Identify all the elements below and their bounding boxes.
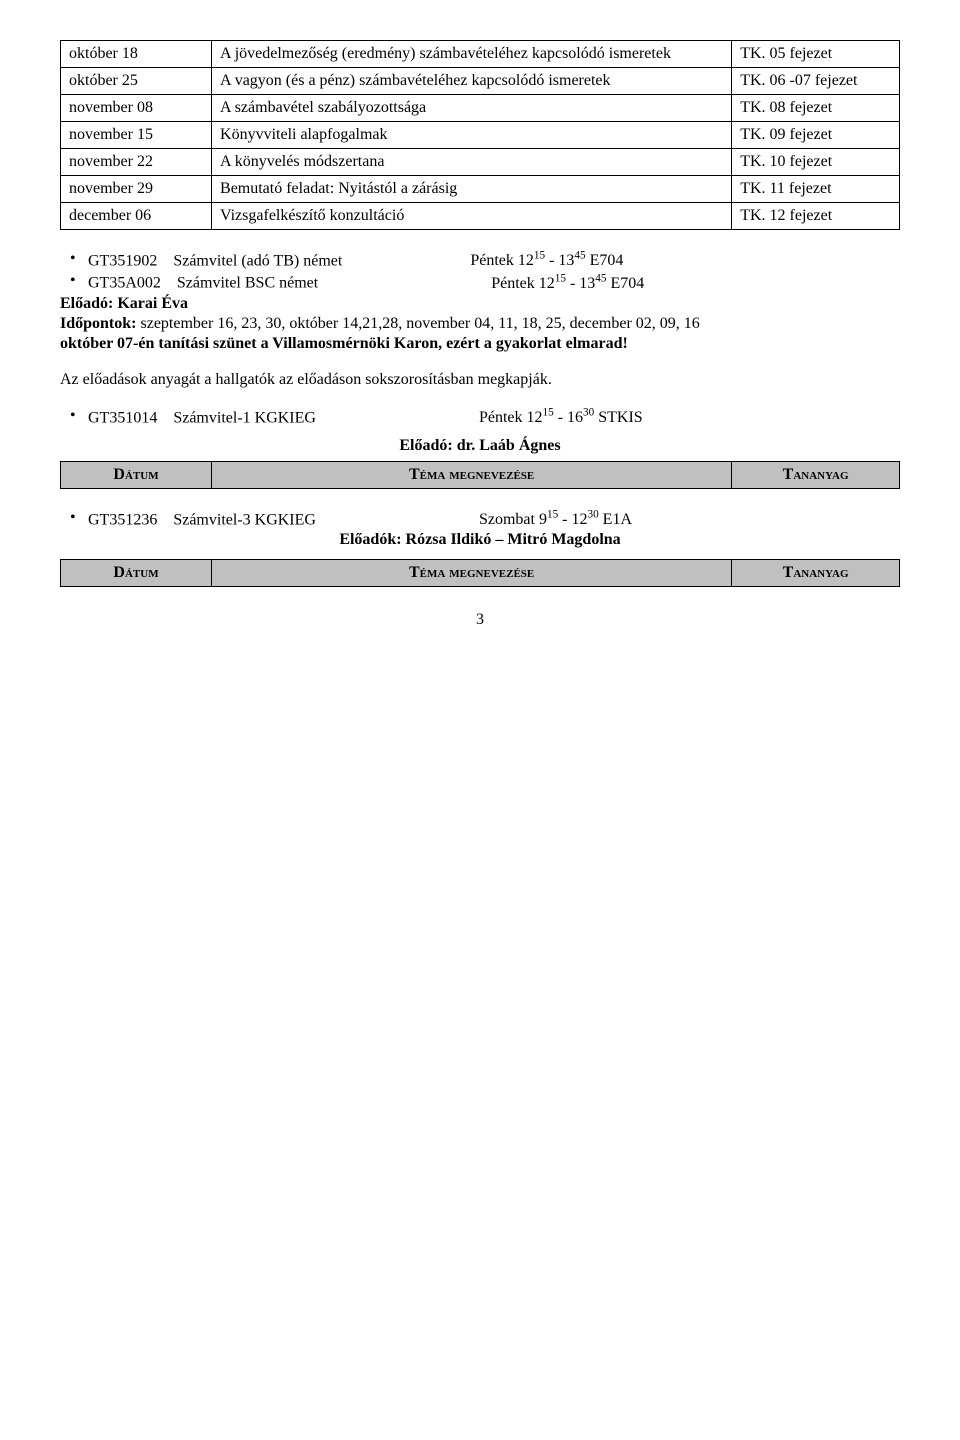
cell-topic: Bemutató feladat: Nyitástól a zárásig xyxy=(212,176,732,203)
cell-topic: Vizsgafelkészítő konzultáció xyxy=(212,203,732,230)
table-header-material: Tananyag xyxy=(732,560,900,587)
schedule-table-2: Dátum Téma megnevezése Tananyag xyxy=(60,461,900,489)
course-block-b: GT351236 Számvitel-3 KGKIEG Szombat 915 … xyxy=(60,509,900,549)
course-name: Számvitel BSC német xyxy=(177,275,318,292)
course-name: Számvitel-1 KGKIEG xyxy=(173,409,316,426)
course-line-b: GT351236 Számvitel-3 KGKIEG Szombat 915 … xyxy=(60,509,900,529)
cell-material: TK. 09 fejezet xyxy=(732,122,900,149)
lecturers-line: Előadók: Rózsa Ildikó – Mitró Magdolna xyxy=(60,531,900,549)
table-row: november 15Könyvviteli alapfogalmakTK. 0… xyxy=(61,122,900,149)
lecturer-line: Előadó: Karai Éva xyxy=(60,295,900,313)
table2-caption: Előadó: dr. Laáb Ágnes xyxy=(60,437,900,455)
cell-topic: A könyvelés módszertana xyxy=(212,149,732,176)
times-line: Időpontok: szeptember 16, 23, 30, októbe… xyxy=(60,315,900,333)
course-name: Számvitel-3 KGKIEG xyxy=(173,511,316,528)
cell-topic: Könyvviteli alapfogalmak xyxy=(212,122,732,149)
cell-topic: A vagyon (és a pénz) számbavételéhez kap… xyxy=(212,68,732,95)
cell-material: TK. 06 -07 fejezet xyxy=(732,68,900,95)
course-code: GT351014 xyxy=(88,409,157,426)
cell-topic: A jövedelmezőség (eredmény) számbavételé… xyxy=(212,41,732,68)
cell-material: TK. 12 fejezet xyxy=(732,203,900,230)
table-row: november 08A számbavétel szabályozottság… xyxy=(61,95,900,122)
para-line: Az előadások anyagát a hallgatók az előa… xyxy=(60,371,900,389)
table-header-material: Tananyag xyxy=(732,461,900,488)
cell-material: TK. 10 fejezet xyxy=(732,149,900,176)
table-row: október 25A vagyon (és a pénz) számbavét… xyxy=(61,68,900,95)
table-header-topic: Téma megnevezése xyxy=(212,560,732,587)
schedule-table-3: Dátum Téma megnevezése Tananyag xyxy=(60,559,900,587)
table-header-topic: Téma megnevezése xyxy=(212,461,732,488)
page-number: 3 xyxy=(60,611,900,629)
cell-date: november 08 xyxy=(61,95,212,122)
note-line: október 07-én tanítási szünet a Villamos… xyxy=(60,335,900,353)
course-time: Szombat 915 - 1230 E1A xyxy=(479,511,632,528)
course-line-3: GT351014 Számvitel-1 KGKIEG Péntek 1215 … xyxy=(60,407,900,427)
cell-date: október 18 xyxy=(61,41,212,68)
course-line-2: GT35A002 Számvitel BSC német Péntek 1215… xyxy=(60,272,900,292)
cell-material: TK. 08 fejezet xyxy=(732,95,900,122)
table-row: november 22A könyvelés módszertanaTK. 10… xyxy=(61,149,900,176)
cell-date: december 06 xyxy=(61,203,212,230)
table-row: november 29Bemutató feladat: Nyitástól a… xyxy=(61,176,900,203)
table-row: december 06Vizsgafelkészítő konzultációT… xyxy=(61,203,900,230)
table-header-date: Dátum xyxy=(61,461,212,488)
course-code: GT35A002 xyxy=(88,275,161,292)
cell-date: október 25 xyxy=(61,68,212,95)
table-header-date: Dátum xyxy=(61,560,212,587)
course-code: GT351902 xyxy=(88,252,157,269)
table-row: október 18A jövedelmezőség (eredmény) sz… xyxy=(61,41,900,68)
course-time: Péntek 1215 - 1345 E704 xyxy=(491,275,644,292)
course-code: GT351236 xyxy=(88,511,157,528)
course-time: Péntek 1215 - 1345 E704 xyxy=(470,252,623,269)
cell-date: november 15 xyxy=(61,122,212,149)
cell-topic: A számbavétel szabályozottsága xyxy=(212,95,732,122)
course-name: Számvitel (adó TB) német xyxy=(173,252,342,269)
cell-material: TK. 05 fejezet xyxy=(732,41,900,68)
cell-date: november 29 xyxy=(61,176,212,203)
cell-date: november 22 xyxy=(61,149,212,176)
cell-material: TK. 11 fejezet xyxy=(732,176,900,203)
course-time: Péntek 1215 - 1630 STKIS xyxy=(479,409,643,426)
course-line-1: GT351902 Számvitel (adó TB) német Péntek… xyxy=(60,250,900,270)
schedule-table-1: október 18A jövedelmezőség (eredmény) sz… xyxy=(60,40,900,230)
course-block-a: GT351902 Számvitel (adó TB) német Péntek… xyxy=(60,250,900,427)
